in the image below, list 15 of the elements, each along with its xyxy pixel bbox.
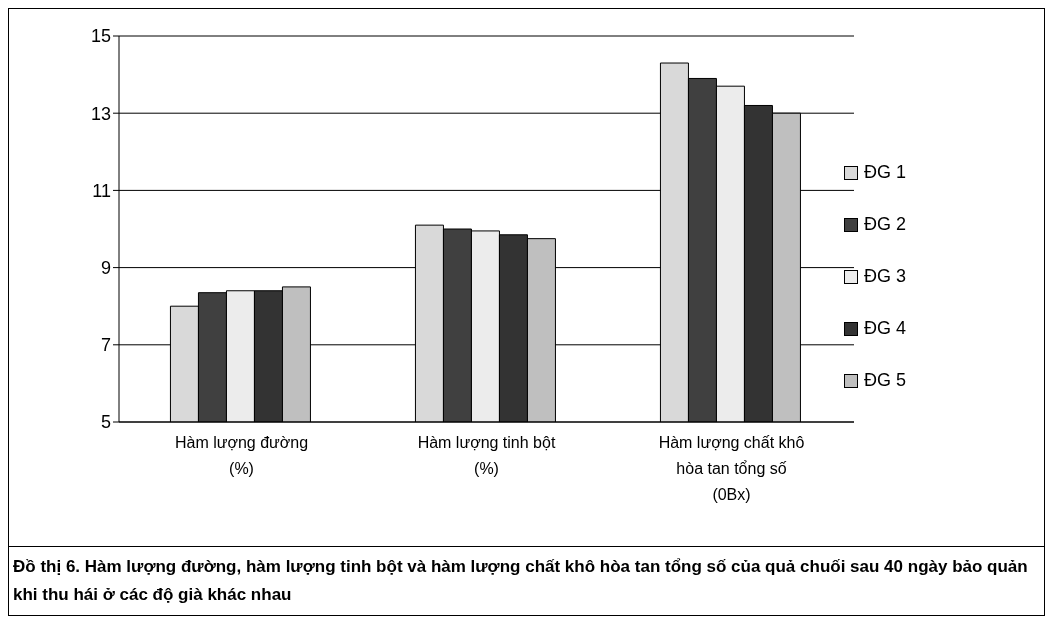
legend-label: ĐG 3 xyxy=(864,266,907,287)
legend-label: ĐG 1 xyxy=(864,162,907,183)
text: Đồ thị 6. Hàm lượng đường, hàm lượng tinh bột và hàm lượng chất khô hòa tan tổng số của quả chuối sau 40 ngày bảo quản khi thu hái ở các độ già khác nhau xyxy=(13,556,1029,606)
y-tick-label: 9 xyxy=(100,257,111,278)
y-tick-label: 15 xyxy=(90,26,111,47)
x-tick-label: Hàm lượng tinh bột (%) xyxy=(417,434,556,477)
x-tick-label: Hàm lượng chất khô hòa tan tổng số (0Bx) xyxy=(658,434,805,503)
legend-label: ĐG 4 xyxy=(864,318,907,339)
y-tick-label: 7 xyxy=(100,335,111,356)
legend-label: ĐG 2 xyxy=(864,214,907,235)
y-tick-label: 5 xyxy=(100,412,111,433)
y-tick-label: 11 xyxy=(92,180,111,201)
x-tick-label: Hàm lượng đường (%) xyxy=(174,434,309,477)
legend-label: ĐG 5 xyxy=(864,370,907,391)
y-tick-label: 13 xyxy=(90,103,111,124)
